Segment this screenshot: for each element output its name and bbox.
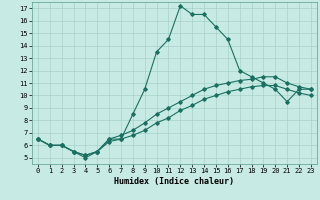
X-axis label: Humidex (Indice chaleur): Humidex (Indice chaleur)	[115, 177, 234, 186]
